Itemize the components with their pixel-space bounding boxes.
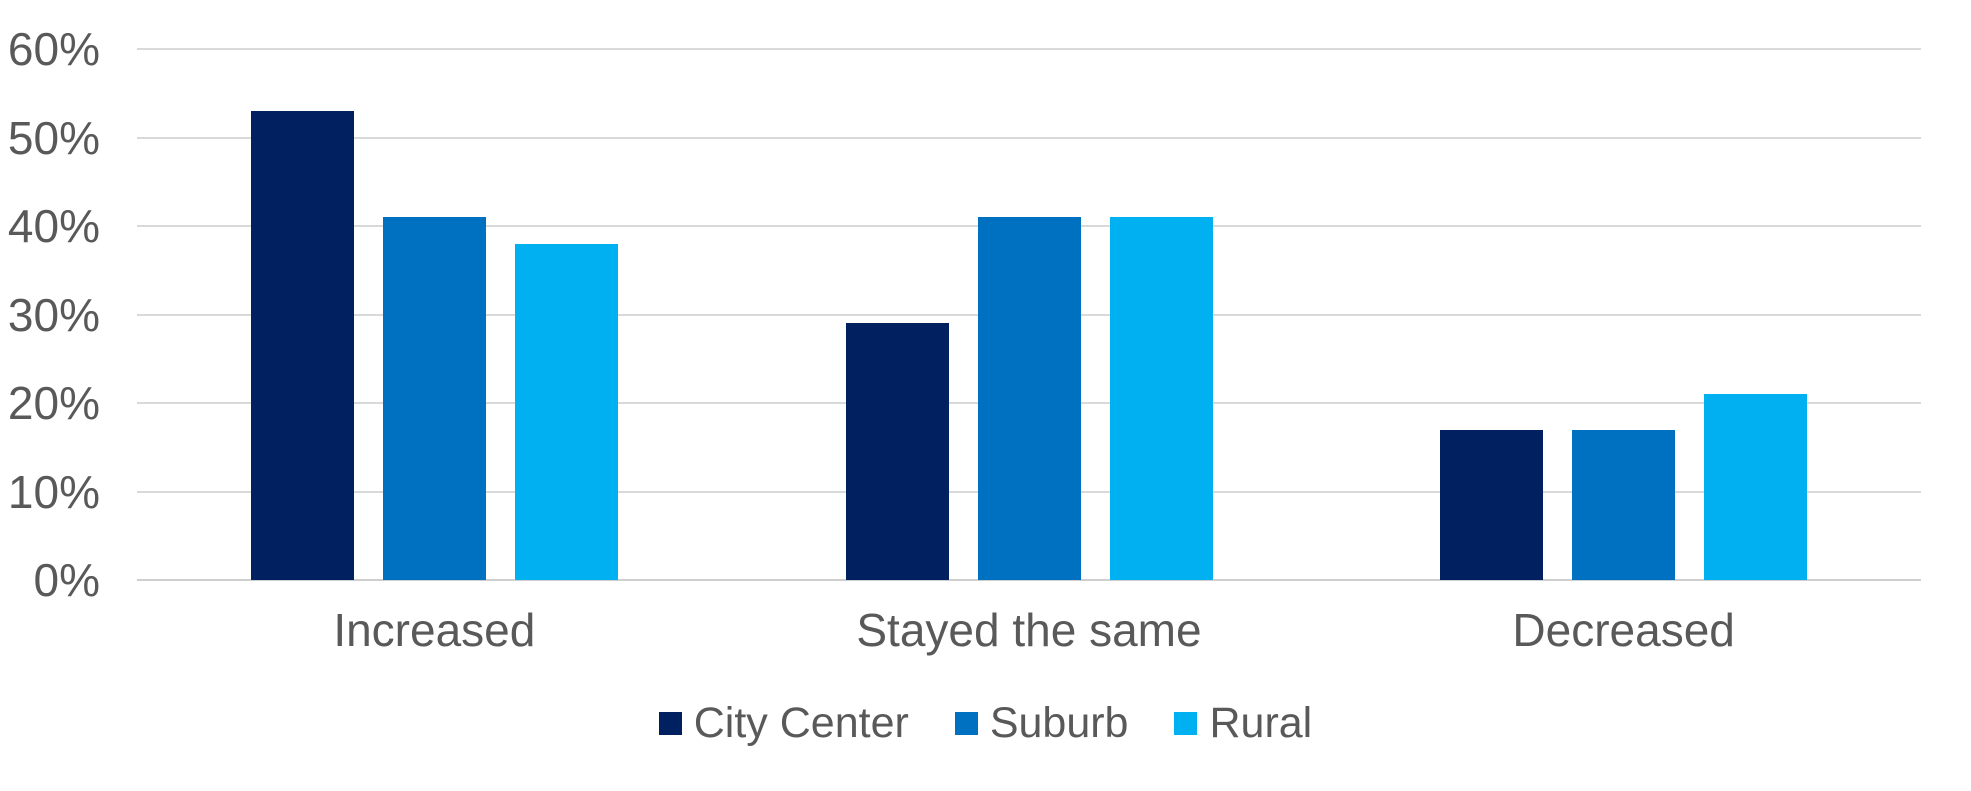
bar-suburb-decreased (1572, 429, 1676, 580)
bar-city-center-stayed-the-same (845, 323, 949, 580)
bar-city-center-decreased (1440, 429, 1544, 580)
legend: City Center Suburb Rural (0, 702, 1971, 745)
gridline-60% (137, 48, 1921, 50)
y-axis-tick-0pct: 0% (33, 554, 100, 606)
legend-item-rural: Rural (1174, 702, 1312, 745)
legend-item-city-center: City Center (658, 699, 909, 747)
bar-rural-stayed-the-same (1109, 217, 1213, 580)
gridline-50% (137, 136, 1921, 139)
x-axis-label-increased: Increased (333, 604, 536, 656)
legend-label-rural: Rural (1209, 699, 1313, 747)
legend-label-city-center: City Center (693, 699, 909, 747)
bar-suburb-increased (382, 217, 486, 580)
y-axis-tick-40pct: 40% (7, 200, 100, 252)
y-axis-tick-50pct: 50% (7, 111, 100, 164)
legend-swatch-suburb (954, 712, 978, 735)
bar-rural-increased (514, 243, 618, 580)
y-axis-tick-20pct: 20% (7, 377, 100, 429)
bar-rural-decreased (1704, 394, 1808, 580)
x-axis-label-stayed-the-same: Stayed the same (856, 604, 1202, 656)
legend-swatch-city-center (658, 712, 682, 735)
legend-swatch-rural (1174, 712, 1198, 735)
legend-item-suburb: Suburb (954, 699, 1129, 747)
x-axis-label-decreased: Decreased (1512, 604, 1735, 656)
plot-area (137, 48, 1921, 581)
gridline-0% (137, 579, 1921, 581)
y-axis-tick-60pct: 60% (7, 23, 100, 75)
legend-label-suburb: Suburb (989, 699, 1129, 747)
bar-city-center-increased (250, 110, 354, 580)
y-axis-tick-30pct: 30% (7, 288, 100, 341)
y-axis-tick-10pct: 10% (7, 465, 100, 518)
bar-suburb-stayed-the-same (977, 217, 1081, 580)
